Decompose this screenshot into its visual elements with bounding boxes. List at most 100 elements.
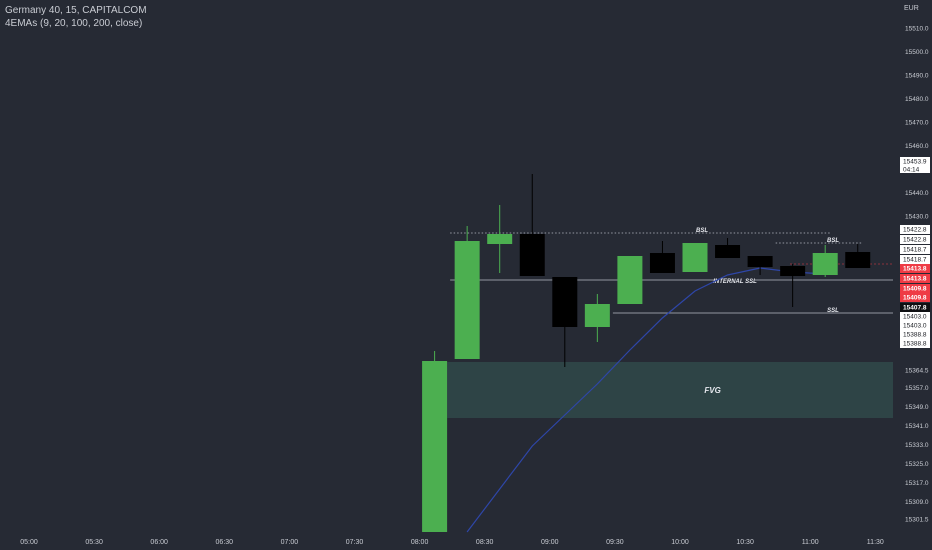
time-axis-label: 05:00 [20,539,38,546]
price-tag-countdown: 04:14 [903,167,920,174]
price-tag: 15418.7 [900,245,930,254]
price-tag-bg [900,225,930,234]
price-tag: 15418.7 [900,255,930,264]
price-tick-label: 15357.0 [905,385,929,392]
price-tag-bg [900,157,930,173]
price-tag: 15422.8 [900,235,930,244]
price-tag: 15413.8 [900,274,930,283]
time-axis-label: 07:30 [346,539,364,546]
price-tag-text: 15413.8 [903,266,927,273]
candle-body [682,243,708,272]
candle-body [617,256,643,304]
time-axis-label: 05:30 [85,539,103,546]
candle-body [747,256,773,267]
price-tick-label: 15510.0 [905,26,929,33]
price-tick-label: 15470.0 [905,120,929,127]
price-tick-label: 15333.0 [905,442,929,449]
price-tick-label: 15460.0 [905,143,929,150]
price-tick-label: 15317.0 [905,480,929,487]
price-tick-label: 15490.0 [905,73,929,80]
legend-title[interactable]: Germany 40, 15, CAPITALCOM [5,5,147,16]
candle [454,226,480,359]
candle-body [454,241,480,359]
currency-label: EUR [904,5,919,12]
price-tag-text: 15418.7 [903,247,927,254]
price-tick-label: 15309.0 [905,499,929,506]
price-tag-bg [900,264,930,273]
candle-body [780,266,806,276]
price-tick-label: 15364.5 [905,368,929,375]
level-label: SSL [827,308,839,314]
price-tag-text: 15388.8 [903,341,927,348]
candle-body [715,245,741,258]
price-tag-bg [900,312,930,321]
time-axis-label: 06:30 [216,539,234,546]
price-tick-label: 15349.0 [905,404,929,411]
price-tag: 15388.8 [900,339,930,348]
candle [780,264,806,307]
price-tag-bg [900,321,930,330]
price-tag: 15407.8 [900,303,930,312]
price-tag: 15388.8 [900,330,930,339]
time-axis-label: 11:00 [802,539,819,546]
price-tag-text: 15413.8 [903,276,927,283]
time-axis-label: 06:00 [150,539,168,546]
candle-body [649,253,675,273]
price-tag: 15413.8 [900,264,930,273]
price-tag-text: 15418.7 [903,257,927,264]
candle [519,174,545,276]
price-tag-text: 15409.8 [903,295,927,302]
price-tag: 15409.8 [900,284,930,293]
price-tag: 15453.904:14 [900,157,930,174]
candle [487,205,513,273]
level-label: BSL [827,238,839,244]
time-axis-label: 11:30 [867,539,884,546]
fvg-zone [447,362,898,418]
price-tag-text: 15453.9 [903,159,927,166]
candle [649,241,675,273]
price-tick-label: 15500.0 [905,49,929,56]
candle-body [422,361,448,532]
level-label: INTERNAL SSL [713,279,757,285]
price-tick-label: 15325.0 [905,461,929,468]
price-tag-text: 15407.8 [903,305,927,312]
price-tag-bg [900,284,930,293]
price-tag-text: 15403.0 [903,323,927,330]
time-axis-label: 07:00 [281,539,299,546]
candle-body [519,234,545,276]
candle-body [552,277,578,327]
price-tag-bg [900,274,930,283]
price-tag-text: 15409.8 [903,286,927,293]
price-tag: 15422.8 [900,225,930,234]
candle [747,256,773,275]
legend-indicator[interactable]: 4EMAs (9, 20, 100, 200, close) [5,18,143,29]
time-axis-label: 08:00 [411,539,429,546]
price-tag-bg [900,339,930,348]
price-tag-bg [900,255,930,264]
price-tag-bg [900,303,930,312]
time-axis-label: 10:00 [671,539,689,546]
price-tag: 15403.0 [900,312,930,321]
candle [617,256,643,304]
price-tick-label: 15430.0 [905,214,929,221]
price-tag-bg [900,330,930,339]
price-tag-bg [900,245,930,254]
candle [552,277,578,367]
candle [812,245,838,277]
time-axis-label: 09:00 [541,539,559,546]
candle-body [487,234,513,244]
price-tag-text: 15422.8 [903,237,927,244]
price-tag-text: 15422.8 [903,227,927,234]
candle-body [812,253,838,275]
ema-line [466,267,826,533]
candle [715,238,741,258]
price-tick-label: 15301.5 [905,517,929,524]
price-tag: 15403.0 [900,321,930,330]
candle [584,294,610,342]
price-tag-text: 15388.8 [903,332,927,339]
price-tick-label: 15341.0 [905,423,929,430]
candle-body [584,304,610,327]
price-tag-text: 15403.0 [903,314,927,321]
